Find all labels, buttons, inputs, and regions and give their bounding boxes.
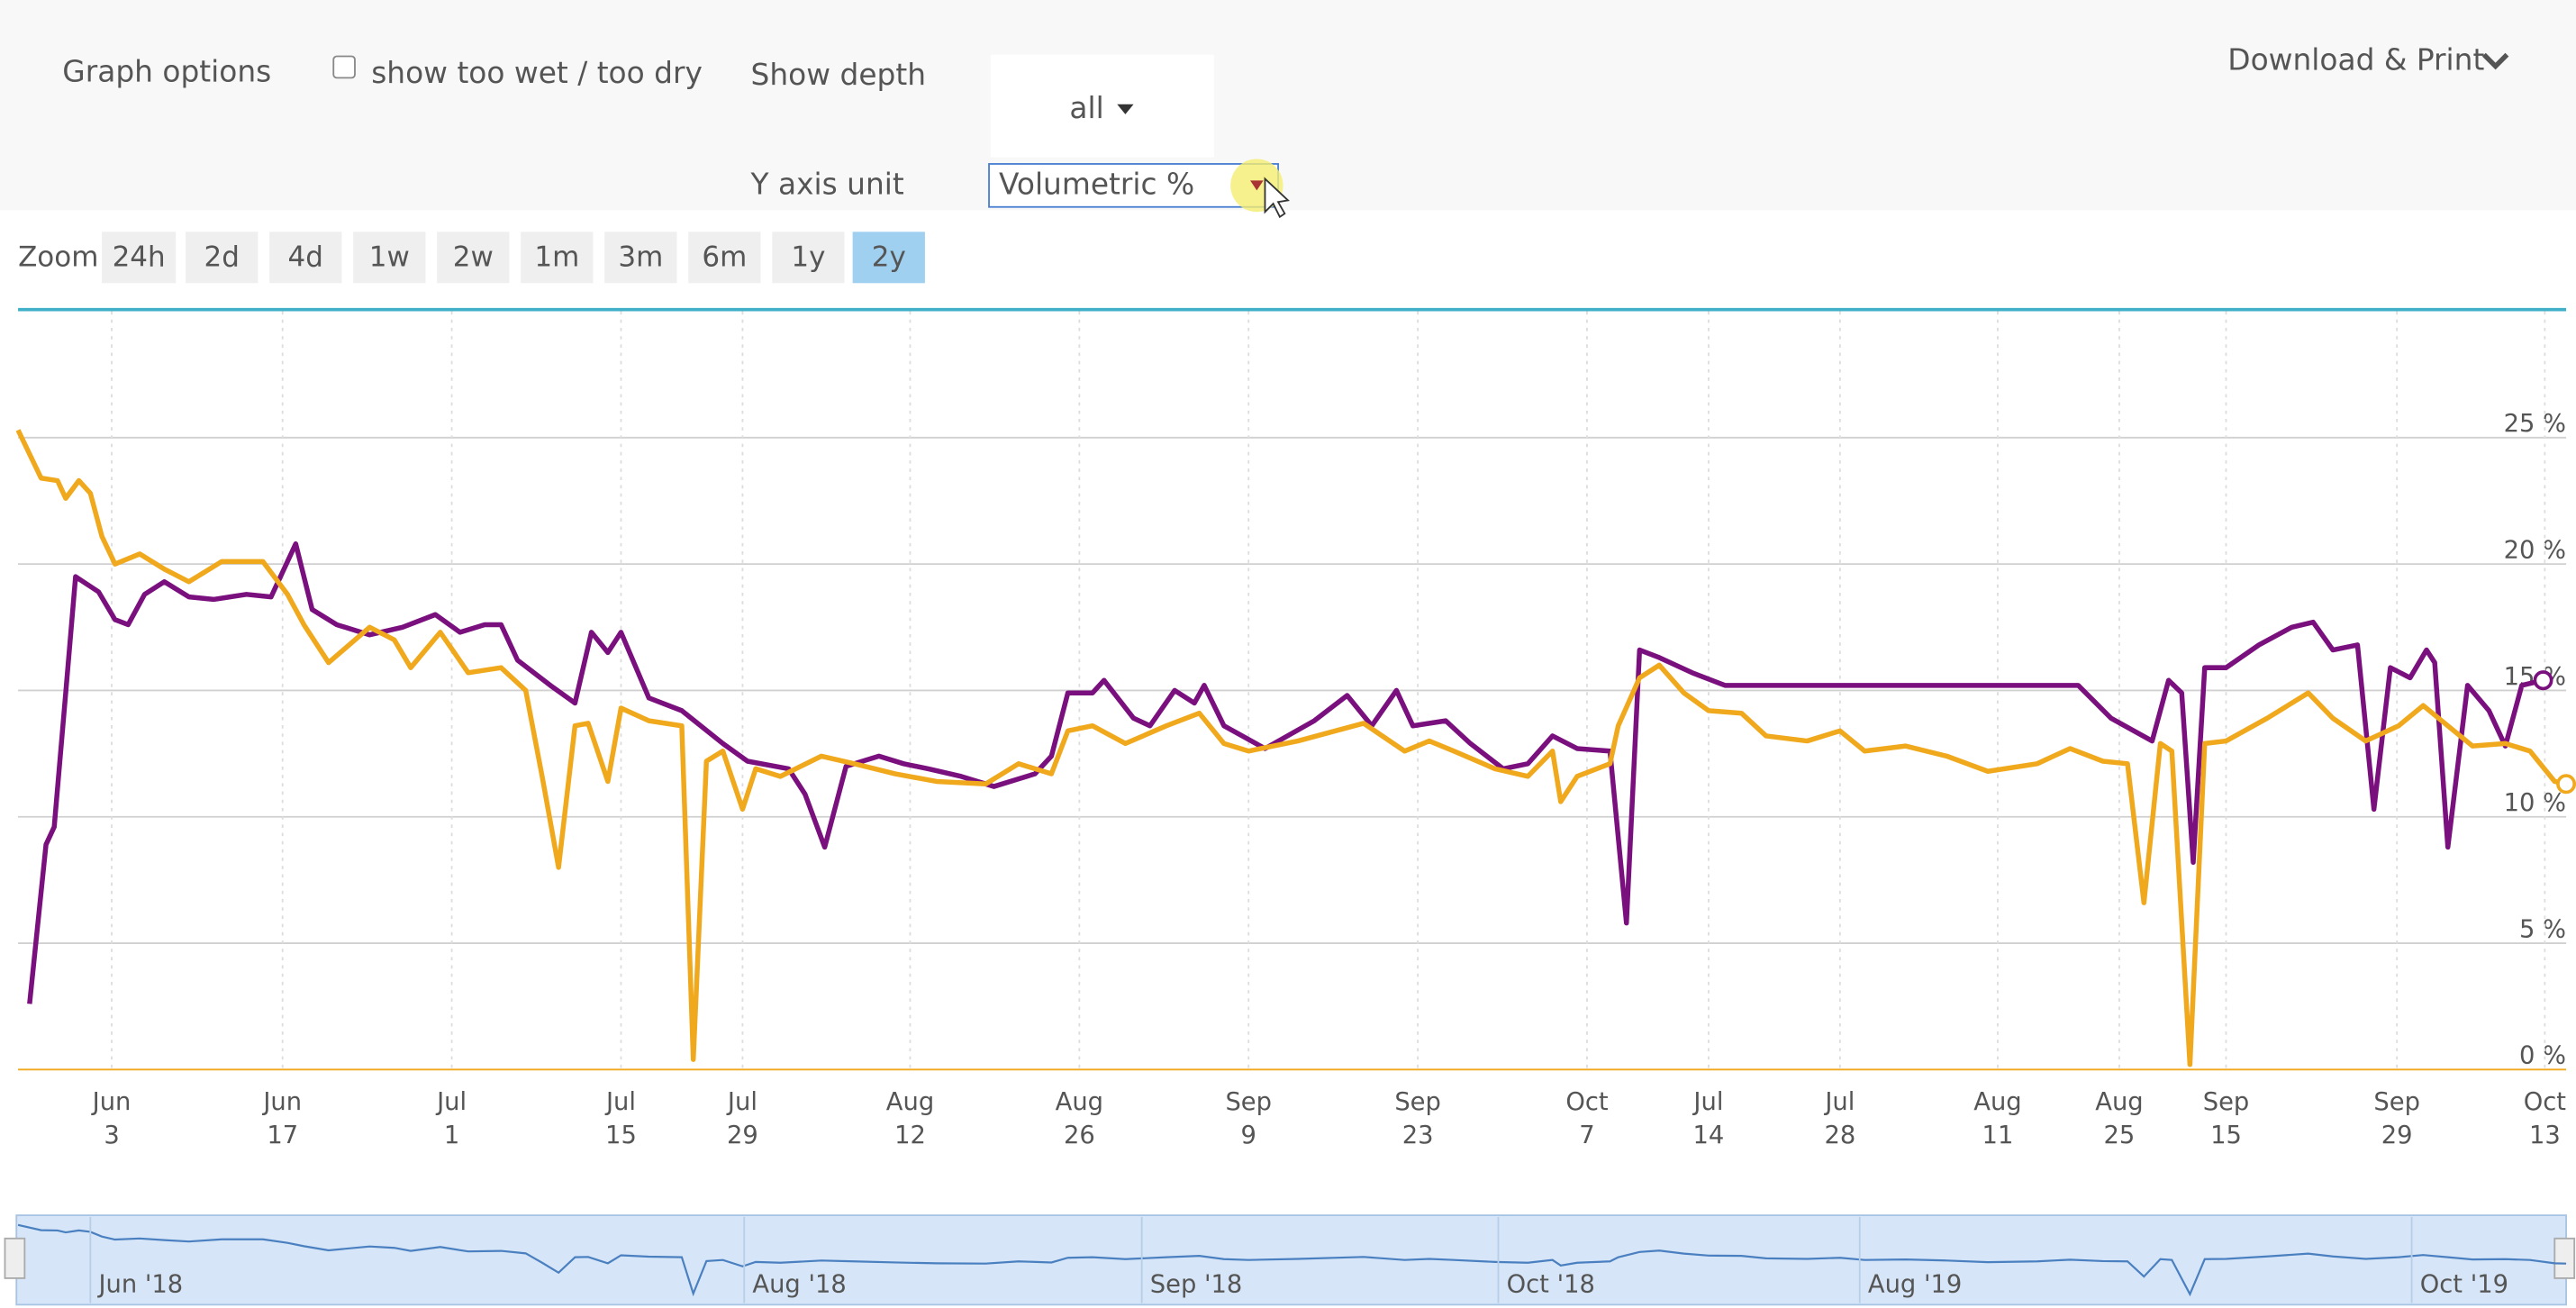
- zoom-button-label[interactable]: 4d: [288, 241, 323, 274]
- zoom-button-label[interactable]: 1m: [534, 241, 579, 274]
- navigator-handle[interactable]: [2553, 1237, 2576, 1279]
- depth-select[interactable]: [990, 54, 1214, 158]
- x-tick-label: Oct 7: [1565, 1088, 1609, 1149]
- zoom-button[interactable]: [437, 232, 510, 284]
- x-tick-label: Jul 15: [604, 1088, 637, 1149]
- x-tick-label: Aug 26: [1056, 1088, 1103, 1149]
- x-tick-label: Oct 13: [2524, 1088, 2567, 1149]
- unit-caret: [1250, 180, 1264, 191]
- download-caret: [2481, 52, 2509, 70]
- unit-value[interactable]: Volumetric %: [999, 166, 1194, 201]
- zoom-button[interactable]: [102, 232, 177, 284]
- zoom-button-label[interactable]: 2d: [204, 241, 240, 274]
- navigator-label: Sep '18: [1150, 1270, 1243, 1298]
- zoom-button[interactable]: [353, 232, 426, 284]
- zoom-button[interactable]: [521, 232, 594, 284]
- checkbox-label[interactable]: show too wet / too dry: [371, 55, 703, 90]
- zoom-button[interactable]: [269, 232, 342, 284]
- depth-value[interactable]: all: [1069, 90, 1103, 125]
- y-tick-label: 5 %: [2519, 915, 2566, 943]
- unit-select[interactable]: [988, 163, 1279, 208]
- zoom-button-label[interactable]: 1w: [369, 241, 410, 274]
- checkbox[interactable]: [332, 55, 356, 79]
- y-tick-label: 20 %: [2504, 536, 2566, 564]
- series-end-marker: [2533, 670, 2553, 691]
- x-tick-label: Jun 3: [91, 1088, 132, 1149]
- x-tick-label: Jul 1: [435, 1088, 467, 1149]
- x-tick-label: Aug 12: [886, 1088, 934, 1149]
- x-tick-label: Sep 15: [2203, 1088, 2250, 1149]
- x-tick-label: Sep 9: [1225, 1088, 1272, 1149]
- x-tick-label: Jul 14: [1692, 1088, 1724, 1149]
- zoom-button-label[interactable]: 1y: [791, 241, 825, 274]
- graph-options[interactable]: Graph options: [62, 53, 271, 88]
- zoom-button-label[interactable]: 2y: [872, 241, 906, 274]
- toolbar: [0, 0, 2576, 211]
- navigator-label: Aug '19: [1868, 1270, 1962, 1298]
- x-tick-label: Jun 17: [261, 1088, 302, 1149]
- x-tick-label: Aug 25: [2095, 1088, 2143, 1149]
- y-axis-unit-label: Y axis unit: [750, 166, 904, 201]
- x-tick-label: Sep 29: [2373, 1088, 2420, 1149]
- y-tick-label: 0 %: [2519, 1042, 2566, 1070]
- zoom-button[interactable]: [688, 232, 761, 284]
- x-tick-label: Jul 29: [726, 1088, 758, 1149]
- zoom-button-label[interactable]: 2w: [453, 241, 494, 274]
- x-tick-label: Sep 23: [1394, 1088, 1441, 1149]
- y-tick-label: 25 %: [2504, 410, 2566, 438]
- navigator-label: Oct '19: [2420, 1270, 2508, 1298]
- x-tick-label: Jul 28: [1823, 1088, 1855, 1149]
- series-line: [27, 540, 2544, 1004]
- zoom-button[interactable]: [604, 232, 677, 284]
- navigator-label: Aug '18: [752, 1270, 846, 1298]
- zoom-button-label[interactable]: 3m: [618, 241, 663, 274]
- zoom-button-label[interactable]: 24h: [113, 241, 166, 274]
- zoom-label: Zoom: [18, 241, 98, 274]
- depth-caret: [1117, 104, 1134, 114]
- series-line: [15, 429, 2567, 1067]
- navigator-line: [17, 1223, 2567, 1297]
- cursor: [1264, 177, 1290, 219]
- x-tick-label: Aug 11: [1973, 1088, 2021, 1149]
- zoom-button[interactable]: [852, 232, 925, 284]
- navigator-handle[interactable]: [4, 1237, 26, 1279]
- show-depth-label: Show depth: [751, 57, 926, 92]
- navigator-label: Oct '18: [1507, 1270, 1595, 1298]
- zoom-button[interactable]: [186, 232, 259, 284]
- download-print[interactable]: Download & Print: [2227, 41, 2484, 77]
- series-end-marker: [2556, 774, 2576, 795]
- zoom-button-label[interactable]: 6m: [702, 241, 747, 274]
- navigator-label: Jun '18: [96, 1270, 183, 1298]
- zoom-button[interactable]: [772, 232, 845, 284]
- y-tick-label: 10 %: [2504, 789, 2566, 817]
